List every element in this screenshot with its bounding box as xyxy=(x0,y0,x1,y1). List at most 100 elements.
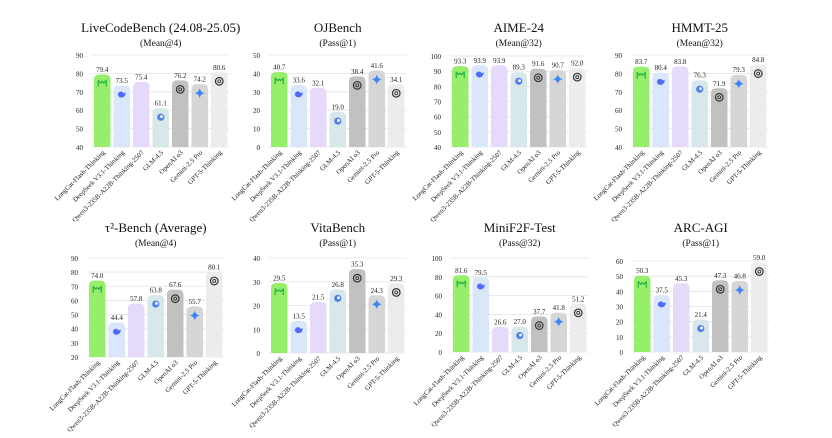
deepseek-whale-icon xyxy=(294,91,303,98)
bar xyxy=(672,66,689,147)
y-tick-label: 0 xyxy=(620,349,624,357)
bar xyxy=(633,66,650,147)
chart-subtitle: (Pass@1) xyxy=(319,38,356,49)
chart-title: LiveCodeBench (24.08-25.05) xyxy=(81,20,240,35)
openai-icon xyxy=(352,80,362,90)
y-tick-label: 80 xyxy=(435,274,443,282)
glm-icon-highlight xyxy=(337,296,340,300)
bar-value-label: 34.1 xyxy=(390,76,403,84)
openai-icon xyxy=(572,72,582,82)
bar-value-label: 74.0 xyxy=(91,272,104,280)
bar xyxy=(388,283,405,353)
bar-value-label: 92.0 xyxy=(571,60,584,68)
bar-value-label: 73.5 xyxy=(116,77,129,85)
bar-value-label: 45.3 xyxy=(675,275,688,283)
glm-icon-highlight xyxy=(700,326,703,330)
openai-icon xyxy=(715,284,725,294)
y-tick-label: 60 xyxy=(71,297,79,305)
glm-icon-highlight xyxy=(519,333,522,337)
openai-icon xyxy=(175,84,185,94)
bar-value-label: 24.3 xyxy=(371,287,384,295)
chart-subtitle: (Mean@32) xyxy=(677,38,723,49)
x-tick-label: GPT-5-Thinking xyxy=(727,354,764,391)
y-tick-label: 40 xyxy=(616,288,624,296)
bar-value-label: 21.4 xyxy=(695,311,708,319)
bar xyxy=(191,84,208,147)
deepseek-whale-icon xyxy=(656,78,665,85)
y-tick-label: 30 xyxy=(253,89,261,97)
openai-icon-inner xyxy=(717,95,722,100)
openai-icon-inner xyxy=(178,87,183,92)
x-tick-label: GPT-5-Thinking xyxy=(545,149,582,186)
deepseek-whale-icon xyxy=(476,283,485,290)
bar xyxy=(472,277,489,352)
y-tick-label: 60 xyxy=(616,258,624,266)
bar-value-label: 80.1 xyxy=(208,264,221,272)
gemini-sparkle-icon xyxy=(371,74,382,85)
bar xyxy=(310,301,327,353)
openai-icon xyxy=(533,73,543,83)
bar xyxy=(691,80,708,147)
bar-value-label: 93.9 xyxy=(493,57,506,65)
y-tick-label: 40 xyxy=(253,255,261,263)
chart-panel-bench-average: τ²-Bench (Average) (Mean@4) 20 30 40 50 60 70 80… xyxy=(49,220,225,434)
x-tick-label: Qwen3-235B-A22B-Thinking-2507 xyxy=(248,355,323,430)
bar-value-label: 76.2 xyxy=(174,72,187,80)
glm-icon-highlight xyxy=(337,119,340,122)
bar-value-label: 55.7 xyxy=(189,298,202,306)
x-tick-label: Qwen3-235B-A22B-Thinking-2507 xyxy=(66,359,141,434)
bar xyxy=(329,112,346,147)
bar xyxy=(167,289,184,357)
bar-value-label: 44.4 xyxy=(111,314,124,322)
deepseek-whale-icon xyxy=(294,327,303,334)
longcat-icon xyxy=(274,288,284,295)
chart-panel-vitabench: VitaBench(Pass@1)01020304029.5LongCat-Fl… xyxy=(231,220,407,430)
longcat-icon xyxy=(636,71,646,79)
bar-value-label: 32.1 xyxy=(312,79,325,87)
y-tick-label: 90 xyxy=(615,52,623,60)
longcat-icon xyxy=(97,79,107,87)
y-tick-label: 10 xyxy=(616,334,624,342)
bar-value-label: 89.3 xyxy=(513,64,526,72)
y-tick-label: 80 xyxy=(76,70,84,78)
bar-value-label: 40.7 xyxy=(273,64,286,72)
bar-value-label: 61.1 xyxy=(155,100,168,108)
openai-icon-inner xyxy=(355,83,360,88)
chart-title: MiniF2F-Test xyxy=(484,220,556,235)
y-tick-label: 0 xyxy=(257,350,261,358)
bar-value-label: 50.3 xyxy=(636,267,649,275)
openai-icon-inner xyxy=(217,79,222,84)
y-tick-label: 50 xyxy=(253,52,261,60)
y-tick-label: 20 xyxy=(71,354,79,362)
bar xyxy=(310,87,327,147)
openai-icon xyxy=(352,273,362,283)
bar-value-label: 80.6 xyxy=(213,64,226,72)
bar-value-label: 19.0 xyxy=(332,104,345,112)
bar-value-label: 41.6 xyxy=(371,62,384,70)
bar xyxy=(89,280,106,357)
bar xyxy=(349,269,366,353)
y-tick-label: 50 xyxy=(71,312,79,320)
x-tick-label: Qwen3-235B-A22B-Thinking-2507 xyxy=(248,149,323,224)
chart-panel-livecodebench-24-08-25-05: LiveCodeBench (24.08-25.05) (Mean@4) 40 50 6… xyxy=(54,20,241,224)
bar xyxy=(549,70,566,147)
bar xyxy=(712,280,729,352)
openai-icon xyxy=(170,294,180,304)
y-tick-label: 80 xyxy=(434,83,442,91)
y-tick-label: 50 xyxy=(615,126,623,134)
openai-icon xyxy=(209,276,219,286)
bar-value-label: 91.6 xyxy=(532,60,545,68)
y-tick-label: 40 xyxy=(615,144,623,152)
bar xyxy=(290,85,307,147)
bar xyxy=(750,64,767,147)
bar xyxy=(133,81,150,147)
bar-value-label: 90.7 xyxy=(552,62,565,70)
x-tick-label: GPT-5-Thinking xyxy=(726,149,763,186)
chart-panel-arc-agi: ARC-AGI(Pass@1)010203040506050.3LongCat-… xyxy=(594,220,770,429)
bar xyxy=(730,74,747,147)
y-tick-label: 60 xyxy=(76,107,84,115)
bar-value-label: 26.6 xyxy=(494,318,507,326)
bar xyxy=(108,322,125,357)
x-tick-label: GPT-5-Thinking xyxy=(182,359,219,396)
